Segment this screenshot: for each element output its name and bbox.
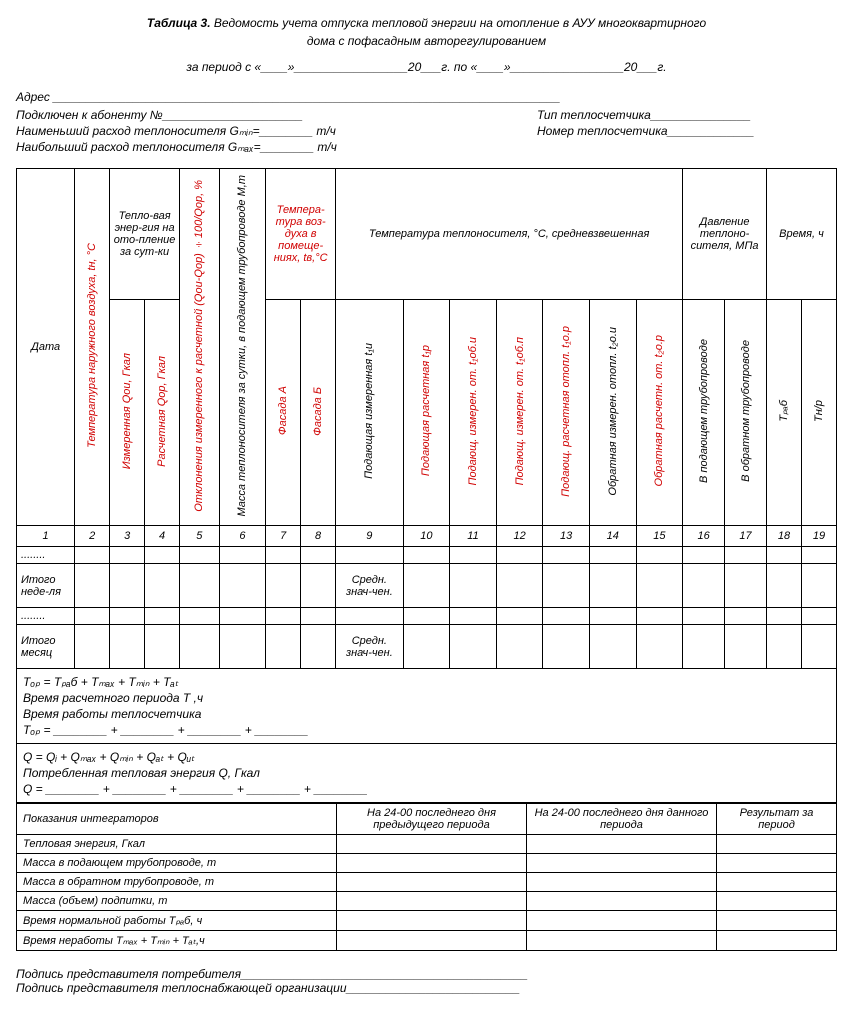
gmax-line: Наибольший расход теплоносителя Gₘₐₓ=___… xyxy=(16,140,537,154)
meter-type-line: Тип теплосчетчика_______________ xyxy=(537,108,837,122)
meta-block: Адрес __________________________________… xyxy=(16,90,837,156)
table-subtitle: дома с пофасадным авторегулированием xyxy=(16,34,837,48)
integrator-title: Показания интеграторов xyxy=(17,804,337,835)
hdr-t1i: Подающая измеренная t₁и xyxy=(336,299,404,526)
signatures: Подпись представителя потребителя_______… xyxy=(16,967,837,995)
integrator-col1: На 24-00 последнего дня предыдущего пери… xyxy=(337,804,527,835)
hdr-deviation: Отклонения измеренного к расчетной (Qои-… xyxy=(180,169,220,526)
hdr-qmeas: Измеренная Qои, Гкал xyxy=(110,299,145,526)
table-row-week: Итого неде-ляСредн. знач-чен. xyxy=(17,564,837,608)
subscriber-line: Подключен к абоненту №__________________… xyxy=(16,108,537,122)
hdr-trab: Тₚₐб xyxy=(766,299,801,526)
hdr-tnr: Тн/р xyxy=(801,299,836,526)
table-row: ........ xyxy=(17,547,837,564)
formula-block-2: Q = Qᵢ + Qₘₐₓ + Qₘᵢₙ + Qₐₜ + Qᵤₜ Потребл… xyxy=(16,744,837,803)
table-title: Таблица 3. Ведомость учета отпуска тепло… xyxy=(16,16,837,30)
hdr-outdoor: Температура наружного воздуха, tн, °С xyxy=(75,169,110,526)
integrator-row: Время нормальной работы Тₚₐб, ч xyxy=(17,911,837,931)
gmin-line: Наименьший расход теплоносителя Gₘᵢₙ=___… xyxy=(16,124,537,138)
hdr-date: Дата xyxy=(17,169,75,526)
formula-block-1: Тₒₚ = Тₚₐб + Тₘₐₓ + Тₘᵢₙ + Тₐₜ Время рас… xyxy=(16,669,837,744)
integrator-col3: Результат за период xyxy=(717,804,837,835)
table-row-month: Итого месяцСредн. знач-чен. xyxy=(17,625,837,669)
hdr-qcalc: Расчетная Qор, Гкал xyxy=(145,299,180,526)
hdr-psupply: В подающем трубопроводе xyxy=(683,299,725,526)
hdr-roomtemp-group: Темпера-тура воз-духа в помеще-ниях, tв,… xyxy=(266,169,336,300)
hdr-pressure-group: Давление теплоно-сителя, МПа xyxy=(683,169,767,300)
hdr-time-group: Время, ч xyxy=(766,169,836,300)
hdr-t2op: Обратная расчетн. от. t₂о.р xyxy=(636,299,683,526)
hdr-facade-a: Фасада А xyxy=(266,299,301,526)
integrator-row: Масса в подающем трубопроводе, т xyxy=(17,854,837,873)
integrator-table: Показания интеграторов На 24-00 последне… xyxy=(16,803,837,951)
signature-supplier: Подпись представителя теплоснабжающей ор… xyxy=(16,981,837,995)
period-line: за период с «____»_________________20___… xyxy=(16,60,837,74)
integrator-row: Масса в обратном трубопроводе, т xyxy=(17,873,837,892)
address-line: Адрес __________________________________… xyxy=(16,90,837,104)
column-number-row: 123 456 789 101112 131415 161718 19 xyxy=(17,526,837,547)
hdr-t1obi: Подающ. измерен. от. t₁об.и xyxy=(450,299,497,526)
hdr-coolant-group: Температура теплоносителя, °С, средневзв… xyxy=(336,169,683,300)
table-row: ........ xyxy=(17,608,837,625)
integrator-row: Масса (объем) подпитки, т xyxy=(17,892,837,911)
integrator-row: Время неработы Тₘₐₓ + Тₘᵢₙ + Тₐₜ,ч xyxy=(17,931,837,951)
signature-consumer: Подпись представителя потребителя_______… xyxy=(16,967,837,981)
hdr-facade-b: Фасада Б xyxy=(301,299,336,526)
integrator-col2: На 24-00 последнего дня данного периода xyxy=(527,804,717,835)
hdr-t1obp: Подающ. измерен. от. t₁об.п xyxy=(496,299,543,526)
hdr-t2oi: Обратная измерен. отопл. t₂о.и xyxy=(589,299,636,526)
hdr-preturn: В обратном трубопроводе xyxy=(725,299,767,526)
hdr-energy-group: Тепло-вая энер-гия на ото-пление за сут-… xyxy=(110,169,180,300)
main-table: Дата Температура наружного воздуха, tн, … xyxy=(16,168,837,669)
meter-num-line: Номер теплосчетчика_____________ xyxy=(537,124,837,138)
hdr-t1op: Подающ. расчетная отопл. t₁о.р xyxy=(543,299,590,526)
integrator-row: Тепловая энергия, Гкал xyxy=(17,835,837,854)
hdr-mass: Масса теплоносителя за сутки, в подающем… xyxy=(219,169,266,526)
hdr-t1p: Подающая расчетная t₁р xyxy=(403,299,450,526)
